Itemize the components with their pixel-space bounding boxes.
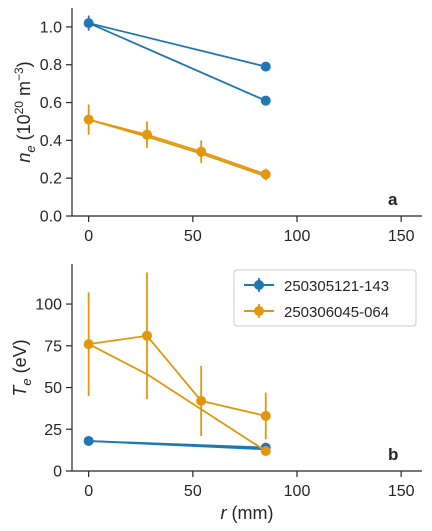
panel-a-y-tick-label: 1.0 xyxy=(40,19,62,36)
legend-marker-1 xyxy=(254,306,264,316)
panel-a-plot-area xyxy=(83,15,271,181)
panel-a-series-0-point xyxy=(260,61,271,72)
panel-a-x-tick-label: 100 xyxy=(284,228,311,245)
panel-a-label: a xyxy=(388,190,398,209)
legend-label-0: 250305121-143 xyxy=(284,278,389,295)
panel-a-x-tick-label: 50 xyxy=(184,228,202,245)
panel-a-y-tick-label: 0.4 xyxy=(40,133,62,150)
panel-b-x-tick-label: 150 xyxy=(388,483,415,500)
panel-b-y-axis-title: Te (eV) xyxy=(10,339,34,396)
panel-b: 0 50 100 150 0 25 50 75 100 Te (eV) r (mm) b 250… xyxy=(10,264,422,523)
panel-b-y-tick-label: 75 xyxy=(44,338,62,355)
panel-a-series-1-line-0 xyxy=(88,118,267,176)
panel-a-series-0-line-0 xyxy=(88,22,267,68)
panel-b-series-1-point xyxy=(260,410,271,421)
legend-marker-0 xyxy=(254,280,264,290)
panel-b-series-0-line-1 xyxy=(88,440,266,451)
panel-a-series-1-line-1 xyxy=(88,118,267,178)
legend: 250305121-143 250306045-064 xyxy=(233,269,417,327)
panel-b-label: b xyxy=(388,445,398,464)
legend-entry-0: 250305121-143 xyxy=(244,278,389,295)
legend-frame xyxy=(233,269,417,327)
panel-a-x-tick-label: 150 xyxy=(388,228,415,245)
panel-b-x-tick-label: 100 xyxy=(284,483,311,500)
panel-b-y-tick-label: 50 xyxy=(44,380,62,397)
panel-a-y-axis-title: ne (1020 m−3) xyxy=(12,61,38,162)
panel-a-x-tick-label: 0 xyxy=(84,228,93,245)
panel-a-y-tick-label: 0.0 xyxy=(40,209,62,226)
panel-a-series-0-line-1 xyxy=(88,22,267,102)
panel-b-x-axis-title: r (mm) xyxy=(221,503,274,523)
panel-b-x-tick-label: 0 xyxy=(84,483,93,500)
panel-b-y-tick-label: 0 xyxy=(53,464,62,481)
panel-b-series-1-point xyxy=(260,445,271,456)
panel-b-ticks: 0 50 100 150 0 25 50 75 100 xyxy=(35,297,414,500)
legend-entry-1: 250306045-064 xyxy=(244,304,389,321)
panel-b-series-0-point xyxy=(83,435,94,446)
panel-a-series-0-point xyxy=(260,95,271,106)
panel-b-series-1-point xyxy=(142,330,152,341)
panel-a-series-1-point xyxy=(142,129,152,140)
panel-b-series-1-line-0 xyxy=(88,334,267,417)
panel-b-series-1-line-1 xyxy=(88,343,267,452)
legend-label-1: 250306045-064 xyxy=(284,304,389,321)
panel-a-y-tick-label: 0.2 xyxy=(40,171,62,188)
panel-a: 0 50 100 150 0.0 0.2 0.4 0.6 0.8 1.0 ne (1020 m−3… xyxy=(12,8,422,245)
panel-b-y-tick-label: 25 xyxy=(44,422,62,439)
panel-a-y-tick-label: 0.8 xyxy=(40,57,62,74)
panel-b-x-tick-label: 50 xyxy=(184,483,202,500)
panel-a-y-tick-label: 0.6 xyxy=(40,95,62,112)
panel-b-y-tick-label: 100 xyxy=(35,297,62,314)
panel-a-series-1-point xyxy=(83,114,94,125)
panel-a-series-1-point xyxy=(196,146,207,157)
panel-a-series-0-point xyxy=(83,18,94,29)
panel-b-series-1-point xyxy=(83,339,94,350)
panel-a-series-1-point xyxy=(260,169,271,180)
panel-b-series-1-point xyxy=(196,395,207,406)
panel-b-plot-area xyxy=(83,272,271,456)
panel-a-ticks: 0 50 100 150 0.0 0.2 0.4 0.6 0.8 1.0 xyxy=(40,19,415,245)
